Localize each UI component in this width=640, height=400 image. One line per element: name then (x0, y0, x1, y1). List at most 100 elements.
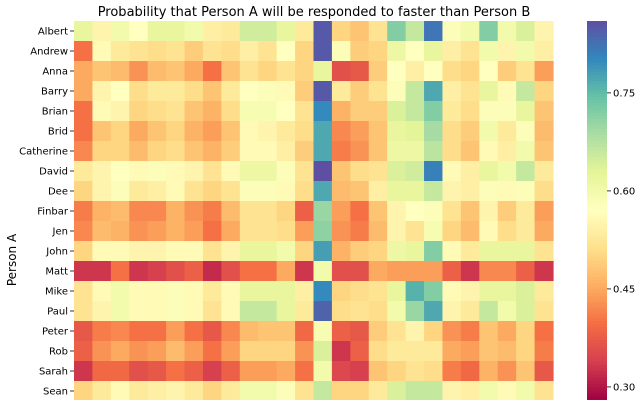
heatmap-cell (350, 321, 370, 342)
heatmap-cell (92, 341, 112, 362)
heatmap-cell (258, 201, 278, 222)
heatmap-cell (460, 81, 480, 102)
heatmap-cell (387, 241, 407, 262)
colorbar-tick-label: 0.60 (613, 186, 635, 197)
heatmap-cell (129, 361, 149, 382)
heatmap-cell (221, 161, 241, 182)
colorbar-swatch (587, 68, 607, 73)
heatmap-cell (74, 141, 94, 162)
heatmap-cell (166, 181, 186, 202)
colorbar-swatch (587, 396, 607, 400)
heatmap-cell (184, 361, 204, 382)
heatmap-cell (460, 101, 480, 122)
heatmap-cell (295, 341, 315, 362)
heatmap-cell (258, 121, 278, 142)
colorbar-swatch (587, 267, 607, 272)
heatmap-cell (479, 341, 499, 362)
colorbar-swatch (587, 352, 607, 357)
heatmap-cell (295, 261, 315, 282)
heatmap-cell (424, 61, 444, 82)
heatmap-cell (276, 181, 296, 202)
heatmap-cell (313, 201, 333, 222)
colorbar-swatch (587, 339, 607, 344)
heatmap-cell (74, 221, 94, 242)
heatmap-cell (147, 81, 167, 102)
heatmap-cell (74, 361, 94, 382)
heatmap-cell (129, 221, 149, 242)
heatmap-cell (460, 161, 480, 182)
heatmap-cell (350, 241, 370, 262)
heatmap-cell (442, 341, 462, 362)
colorbar-swatch (587, 33, 607, 38)
heatmap-cell (405, 241, 425, 262)
heatmap-cell (516, 261, 536, 282)
heatmap-cell (460, 61, 480, 82)
colorbar-swatch (587, 393, 607, 398)
heatmap-cell (147, 221, 167, 242)
heatmap-cell (405, 221, 425, 242)
heatmap-cell (147, 141, 167, 162)
heatmap-cell (331, 381, 351, 400)
heatmap-cell (92, 161, 112, 182)
heatmap-cell (166, 381, 186, 400)
heatmap-cell (350, 181, 370, 202)
heatmap-cell (368, 381, 388, 400)
colorbar-swatch (587, 336, 607, 341)
heatmap-cell (74, 181, 94, 202)
heatmap-cell (202, 361, 222, 382)
heatmap-cell (313, 81, 333, 102)
heatmap-cell (276, 101, 296, 122)
colorbar-swatch (587, 289, 607, 294)
y-tick-label: Sean (43, 387, 68, 398)
heatmap-cell (534, 201, 554, 222)
heatmap-cell (166, 81, 186, 102)
heatmap-cell (424, 281, 444, 302)
heatmap-cell (295, 301, 315, 322)
heatmap-cell (387, 321, 407, 342)
heatmap-cell (350, 41, 370, 62)
heatmap-cell (313, 121, 333, 142)
heatmap-cell (368, 321, 388, 342)
heatmap-cell (74, 21, 94, 42)
colorbar-swatch (587, 349, 607, 354)
heatmap-cell (147, 321, 167, 342)
heatmap-cell (92, 81, 112, 102)
heatmap-cell (74, 241, 94, 262)
colorbar-swatch (587, 141, 607, 145)
heatmap-cell (129, 81, 149, 102)
heatmap-cell (92, 21, 112, 42)
heatmap-cell (295, 121, 315, 142)
heatmap-cell (129, 381, 149, 400)
heatmap-cell (202, 301, 222, 322)
heatmap-cell (276, 281, 296, 302)
colorbar-swatch (587, 302, 607, 306)
heatmap-cell (184, 321, 204, 342)
heatmap-cell (258, 301, 278, 322)
heatmap-cell (424, 121, 444, 142)
heatmap-cell (368, 221, 388, 242)
colorbar-swatch (587, 103, 607, 107)
heatmap-cell (424, 241, 444, 262)
heatmap-cell (239, 341, 259, 362)
heatmap-cell (184, 241, 204, 262)
colorbar-swatch (587, 46, 607, 51)
heatmap-cell (295, 181, 315, 202)
heatmap-cell (202, 181, 222, 202)
heatmap-cell (368, 61, 388, 82)
heatmap-cell (239, 181, 259, 202)
colorbar-swatch (587, 245, 607, 249)
heatmap-cell (313, 381, 333, 400)
heatmap-cell (479, 281, 499, 302)
heatmap-cell (295, 81, 315, 102)
heatmap-cell (387, 81, 407, 102)
heatmap-cell (424, 381, 444, 400)
heatmap-cell (368, 261, 388, 282)
heatmap-cell (295, 201, 315, 222)
heatmap-cell (221, 261, 241, 282)
heatmap-cell (239, 281, 259, 302)
heatmap-cell (74, 261, 94, 282)
colorbar-swatch (587, 216, 607, 221)
heatmap-cell (534, 121, 554, 142)
colorbar-swatch (587, 346, 607, 351)
